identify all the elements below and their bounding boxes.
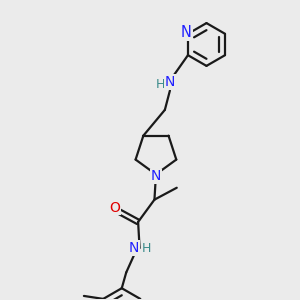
Text: H: H — [141, 242, 151, 255]
Text: O: O — [110, 201, 120, 215]
Text: N: N — [129, 241, 140, 255]
Text: H: H — [156, 78, 165, 91]
Text: N: N — [165, 75, 175, 89]
Text: N: N — [181, 25, 192, 40]
Text: N: N — [151, 169, 161, 184]
